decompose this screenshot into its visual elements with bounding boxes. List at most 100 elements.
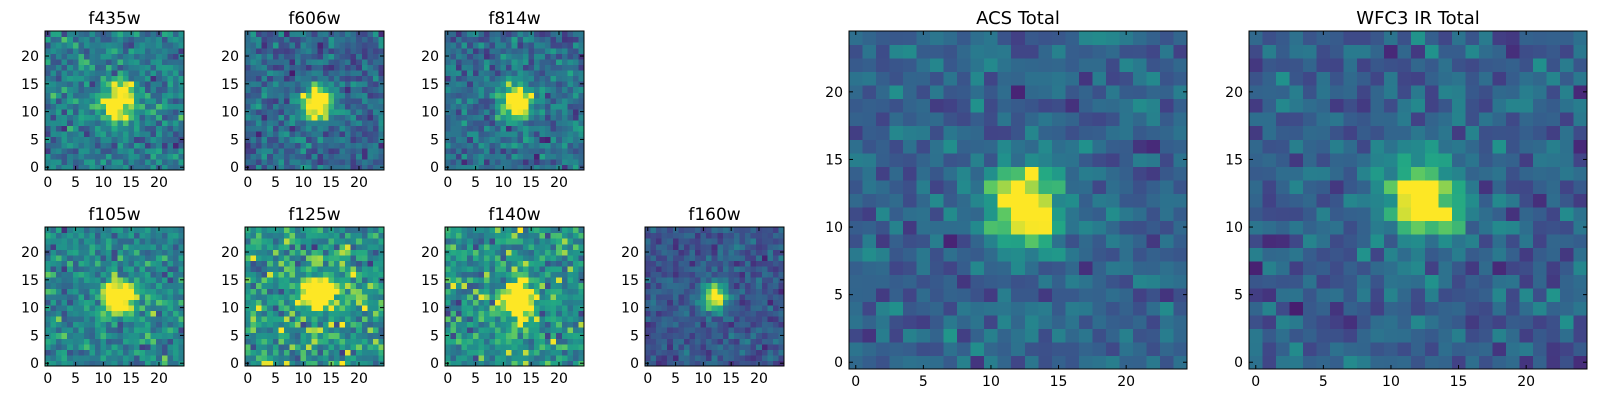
heatmap-cell [250, 277, 257, 284]
y-tick-label: 10 [421, 105, 439, 121]
heatmap-cell [128, 86, 135, 93]
heatmap-cell [778, 343, 785, 350]
heatmap-cell [128, 114, 135, 121]
heatmap-cell [578, 58, 585, 65]
heatmap-cell [117, 249, 124, 256]
heatmap-cell [117, 108, 124, 115]
heatmap-cell [45, 299, 52, 306]
heatmap-cell [500, 327, 507, 334]
heatmap-cell [372, 97, 380, 104]
heatmap-cell [283, 86, 291, 93]
heatmap-cell [122, 249, 129, 256]
heatmap-cell [156, 125, 163, 132]
heatmap-cell [295, 349, 302, 356]
heatmap-cell [122, 58, 129, 65]
heatmap-cell [728, 315, 735, 323]
heatmap-cell [1105, 260, 1120, 275]
heatmap-cell [1173, 220, 1188, 235]
heatmap-cell [311, 282, 318, 289]
heatmap-cell [467, 158, 474, 166]
heatmap-cell [378, 260, 385, 267]
heatmap-cell [245, 86, 252, 93]
heatmap-cell [656, 238, 663, 245]
heatmap-cell [745, 343, 752, 350]
heatmap-cell [1051, 179, 1066, 194]
heatmap-cell [372, 271, 380, 278]
heatmap-cell [167, 232, 174, 239]
heatmap-cell [333, 142, 341, 149]
heatmap-cell [756, 282, 763, 289]
heatmap-cell [300, 293, 307, 300]
heatmap-cell [345, 64, 352, 71]
heatmap-cell [678, 321, 685, 328]
heatmap-cell [133, 343, 141, 350]
heatmap-cell [172, 142, 180, 149]
heatmap-cell [1146, 301, 1161, 316]
heatmap-cell [128, 92, 135, 99]
heatmap-cell [572, 304, 580, 311]
heatmap-cell [95, 299, 102, 306]
heatmap-cell [1038, 152, 1053, 167]
heatmap-cell [489, 142, 496, 149]
heatmap-cell [495, 114, 502, 121]
heatmap-cell [711, 332, 718, 339]
heatmap-cell [1011, 287, 1026, 302]
heatmap-cell [483, 254, 491, 261]
heatmap-cell [83, 304, 91, 311]
heatmap-cell [117, 243, 124, 250]
heatmap-cell [678, 282, 685, 289]
heatmap-cell [67, 232, 74, 239]
heatmap-cell [67, 69, 74, 77]
heatmap-cell [295, 293, 302, 300]
heatmap-cell [156, 86, 163, 93]
heatmap-cell [495, 31, 502, 38]
heatmap-cell [328, 158, 335, 166]
heatmap-cell [672, 354, 679, 362]
heatmap-cell [767, 304, 774, 311]
heatmap-cell [467, 260, 474, 267]
heatmap-cell [930, 301, 945, 316]
heatmap-cell [1024, 341, 1039, 357]
heatmap-cell [150, 31, 157, 38]
heatmap-cell [461, 271, 468, 278]
heatmap-cell [250, 64, 257, 71]
heatmap-cell [167, 271, 174, 278]
heatmap-cell [550, 136, 557, 143]
heatmap-cell [528, 282, 535, 289]
heatmap-cell [256, 158, 263, 166]
heatmap-cell [522, 360, 529, 367]
heatmap-cell [256, 31, 263, 38]
heatmap-cell [322, 136, 329, 143]
heatmap-cell [500, 282, 507, 289]
heatmap-cell [722, 238, 729, 245]
heatmap-cell [506, 288, 513, 295]
heatmap-cell [489, 114, 496, 121]
heatmap-cell [495, 282, 502, 289]
heatmap-cell [567, 360, 574, 367]
heatmap-cell [450, 343, 457, 350]
heatmap-cell [500, 97, 507, 104]
heatmap-cell [128, 260, 135, 267]
heatmap-cell [356, 97, 363, 104]
heatmap-cell [133, 293, 141, 300]
heatmap-cell [706, 249, 713, 256]
heatmap-cell [683, 343, 691, 350]
heatmap-cell [311, 86, 318, 93]
heatmap-cell [450, 249, 457, 256]
heatmap-cell [849, 247, 864, 262]
heatmap-cell [876, 193, 891, 208]
heatmap-cell [1159, 193, 1175, 208]
heatmap-cell [339, 81, 346, 88]
heatmap-cell [78, 243, 85, 250]
heatmap-cell [567, 103, 574, 110]
heatmap-cell [361, 36, 368, 43]
heatmap-cell [278, 31, 285, 38]
heatmap-cell [67, 125, 74, 132]
heatmap-cell [311, 332, 318, 339]
heatmap-cell [345, 131, 352, 138]
heatmap-cell [445, 354, 452, 362]
heatmap-cell [156, 254, 163, 261]
heatmap-cell [1038, 193, 1053, 208]
heatmap-cell [250, 249, 257, 256]
heatmap-cell [1119, 179, 1134, 194]
